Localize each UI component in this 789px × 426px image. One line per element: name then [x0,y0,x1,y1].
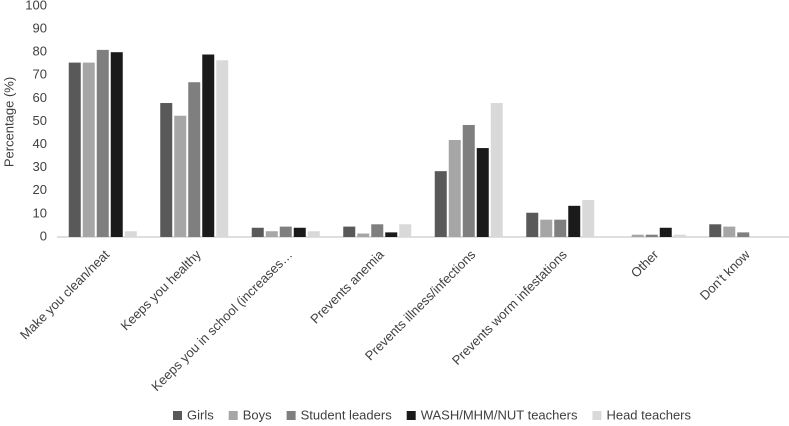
bar [110,52,123,238]
legend-swatch [406,411,416,420]
legend-swatch [173,411,182,420]
bar [82,62,95,237]
y-tick-label: 80 [33,44,47,59]
x-tick-label: Keeps you healthy [118,247,205,334]
y-tick-label: 70 [33,67,47,82]
x-tick-label: Don’t know [697,247,754,304]
y-axis-label: Percentage (%) [1,77,16,167]
bar [343,226,356,237]
bar [174,115,187,237]
bar [448,139,461,237]
legend-swatch [592,411,602,420]
y-tick-label: 0 [40,228,47,243]
y-tick-label: 30 [33,159,47,174]
bar [582,200,595,237]
legend-label: Head teachers [606,407,691,422]
bar [371,224,384,237]
bar [357,233,370,237]
y-tick-label: 20 [33,182,47,197]
bar [68,62,81,237]
legend-label: Student leaders [301,407,393,422]
bar [631,234,644,237]
y-tick-label: 100 [25,0,47,12]
bar [124,231,137,237]
bar [385,232,398,237]
bar [307,231,320,237]
bar [202,54,215,238]
y-tick-label: 40 [33,136,47,151]
y-tick-label: 60 [33,90,47,105]
bar [709,224,722,237]
bar [673,234,686,237]
bar [554,219,567,237]
y-tick-label: 10 [33,205,47,220]
bar [526,212,539,237]
bar [476,148,489,237]
x-tick-label: Make you clean/neat [17,247,113,343]
bar [645,234,658,237]
bar [540,219,553,237]
bar [723,226,736,237]
legend-label: Boys [243,407,272,422]
x-tick-label: Other [628,246,662,280]
y-tick-label: 50 [33,113,47,128]
bar [160,103,173,238]
bar [293,227,306,237]
legend-swatch [228,411,238,420]
y-tick-label: 90 [33,21,47,36]
bar [462,124,475,237]
bar [659,227,672,237]
bar [568,205,581,237]
x-tick-label: Prevents anemia [307,246,387,326]
bar [96,49,109,237]
legend-label: Girls [187,407,214,422]
bar [265,231,278,237]
legend-label: WASH/MHM/NUT teachers [421,407,578,422]
legend-swatch [286,411,296,420]
bar [216,60,229,237]
bar [490,103,503,238]
bar [188,82,201,237]
bar [399,224,412,237]
bar [434,171,447,237]
bar [251,227,264,237]
bar [279,226,292,237]
bar [737,232,750,237]
